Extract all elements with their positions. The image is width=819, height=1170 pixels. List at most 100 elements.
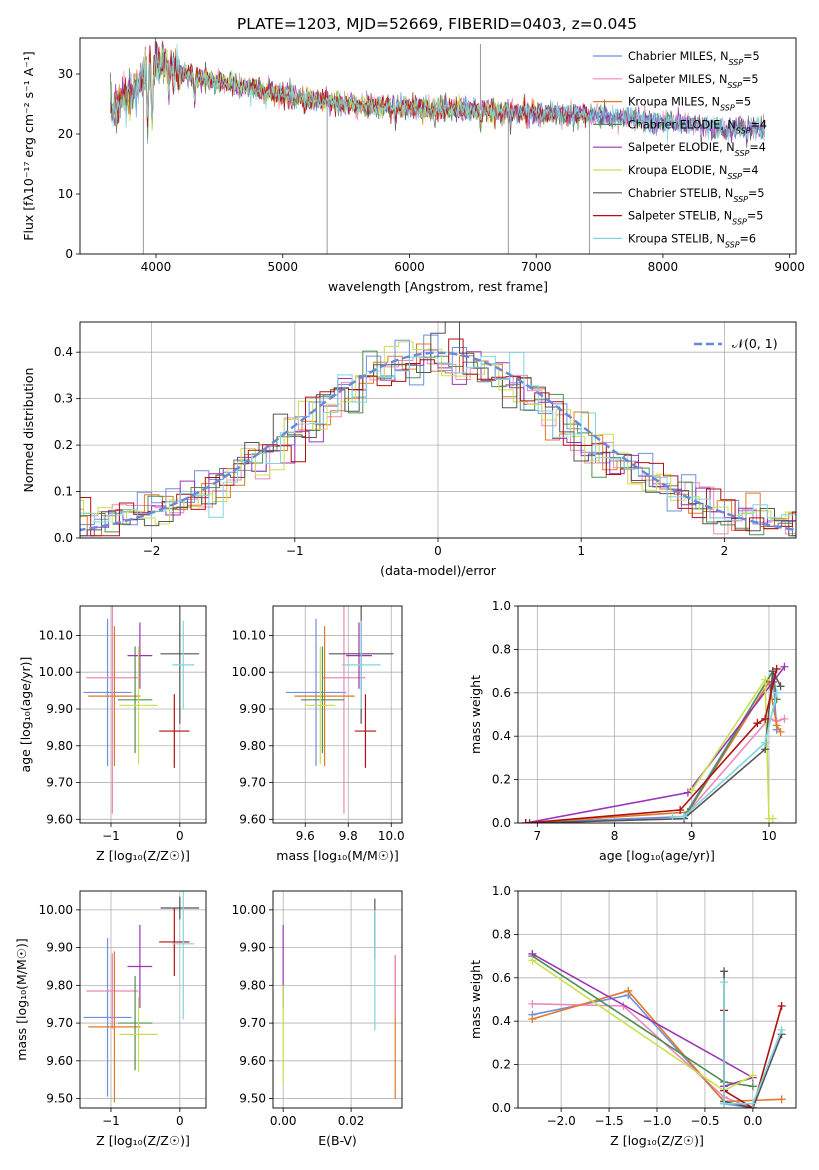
weight-marker-chabrier_stelib — [525, 819, 534, 823]
plot-age_vs_Z: −1 0 9.60 9.70 9.80 9.90 10.00 10.10 Z [log₁₀(Z/… — [18, 605, 207, 863]
axes-frame — [79, 37, 797, 255]
tick-label-x: −1.5 — [594, 1114, 623, 1128]
y-axis-label: Flux [fλ10⁻¹⁷ erg cm⁻² s⁻¹ A⁻¹] — [21, 51, 36, 240]
tick-label-y: 20 — [58, 127, 73, 141]
tick-label-y: 9.80 — [46, 739, 73, 753]
tick-label-y: 9.60 — [239, 812, 266, 826]
weight-marker-salpeter_miles — [780, 714, 789, 723]
weight-marker-chabrier_stelib — [720, 967, 729, 976]
tick-label-x: 10.0 — [378, 829, 405, 843]
weight-marker-kroupa_miles — [777, 1095, 786, 1104]
weight-marker-salpeter_miles — [528, 999, 537, 1008]
tick-label-y: 10.00 — [232, 665, 266, 679]
tick-label-y: 0.0 — [492, 816, 511, 830]
tick-label-y: 0.0 — [54, 531, 73, 545]
tick-label-y: 0.8 — [492, 927, 511, 941]
axes-frame — [79, 890, 207, 1109]
tick-label-y: 9.80 — [239, 978, 266, 992]
weight-marker-salpeter_stelib — [521, 819, 530, 823]
tick-label-y: 9.80 — [239, 739, 266, 753]
tick-label-x: 5000 — [267, 260, 298, 274]
tick-label-x: 0 — [176, 1114, 184, 1128]
tick-label-y: 0.0 — [492, 1101, 511, 1115]
tick-label-y: 9.70 — [239, 1016, 266, 1030]
weight-marker-kroupa_stelib — [748, 1099, 757, 1108]
legend-label-kroupa_miles: Kroupa MILES, NSSP=5 — [628, 96, 751, 113]
x-axis-label: E(B-V) — [318, 1133, 357, 1148]
tick-label-y: 10 — [58, 187, 73, 201]
y-axis-label: mass weight — [468, 675, 483, 754]
tick-label-y: 0.2 — [492, 773, 511, 787]
x-axis-label: age [log₁₀(age/yr)] — [599, 848, 715, 863]
y-axis-label: Normed distribution — [21, 368, 36, 493]
tick-label-x: 4000 — [141, 260, 172, 274]
tick-label-x: 9.6 — [296, 829, 315, 843]
tick-label-y: 9.90 — [46, 702, 73, 716]
axes-frame — [272, 890, 403, 1109]
plot-area — [282, 898, 396, 1099]
x-axis-label: Z [log₁₀(Z/Z☉)] — [96, 848, 190, 863]
plot-area — [528, 949, 786, 1108]
weight-marker-kroupa_stelib — [720, 978, 729, 987]
legend-label-chabrier_stelib: Chabrier STELIB, NSSP=5 — [628, 187, 765, 204]
tick-label-y: 0.6 — [492, 686, 511, 700]
y-axis-label: mass [log₁₀(M/M☉)] — [14, 938, 29, 1060]
weight-marker-kroupa_elodie — [748, 1071, 757, 1080]
weight-marker-salpeter_elodie — [780, 662, 789, 671]
tick-label-x: 9.8 — [339, 829, 358, 843]
tick-label-y: 30 — [58, 67, 73, 81]
plot-area — [521, 662, 789, 823]
weight-marker-kroupa_stelib — [680, 812, 689, 821]
tick-label-x: 0 — [176, 829, 184, 843]
weight-line-kroupa_stelib — [723, 982, 783, 1105]
tick-label-x: −1 — [102, 1114, 120, 1128]
plot-weight_vs_Z: −2.0 −1.5 −1.0 −0.5 0.0 0.0 0.2 0.4 0.6 0.8 1.0 Z [… — [468, 884, 797, 1148]
tick-label-x: −0.5 — [690, 1114, 719, 1128]
weight-marker-kroupa_miles — [772, 721, 781, 730]
tick-label-y: 0.3 — [54, 392, 73, 406]
tick-label-x: 8 — [611, 829, 619, 843]
histogram-chabrier_stelib — [80, 322, 796, 537]
tick-label-x: −1 — [102, 829, 120, 843]
weight-marker-salpeter_stelib — [761, 714, 770, 723]
tick-label-y: 0.2 — [492, 1058, 511, 1072]
weight-marker-salpeter_stelib — [676, 805, 685, 814]
normal-curve — [80, 351, 796, 532]
plot-area — [285, 606, 394, 814]
plot-age_vs_mass: 9.6 9.8 10.0 9.60 9.70 9.80 9.90 10.00 10.10 mass… — [232, 605, 405, 863]
histogram-salpeter_stelib — [80, 338, 796, 537]
plot-area — [110, 38, 765, 254]
tick-label-y: 0.4 — [492, 729, 511, 743]
x-axis-label: (data-model)/error — [380, 563, 497, 578]
tick-label-y: 10.00 — [39, 665, 73, 679]
tick-label-x: 0.0 — [743, 1114, 762, 1128]
axes-frame — [517, 605, 797, 824]
axes-frame — [79, 605, 207, 824]
weight-marker-salpeter_stelib — [772, 664, 781, 673]
tick-label-x: 0.00 — [270, 1114, 297, 1128]
weight-marker-kroupa_elodie — [687, 786, 696, 795]
weight-marker-kroupa_elodie — [768, 814, 777, 823]
tick-label-y: 9.90 — [239, 702, 266, 716]
tick-label-y: 10.10 — [39, 628, 73, 642]
tick-label-x: 9 — [688, 829, 696, 843]
weight-marker-kroupa_miles — [528, 1015, 537, 1024]
plot-weight_vs_age: 7 8 9 10 0.0 0.2 0.4 0.6 0.8 1.0 age [log₁₀(age/yr… — [468, 599, 797, 863]
x-axis-label: mass [log₁₀(M/M☉)] — [276, 848, 398, 863]
legend-label-salpeter_miles: Salpeter MILES, NSSP=5 — [628, 73, 759, 90]
plot-area — [83, 606, 200, 814]
legend-label-kroupa_stelib: Kroupa STELIB, NSSP=6 — [628, 232, 756, 249]
tick-label-y: 9.60 — [46, 812, 73, 826]
legend-label-salpeter_elodie: Salpeter ELODIE, NSSP=4 — [628, 141, 766, 158]
tick-label-x: 7000 — [521, 260, 552, 274]
tick-label-x: 6000 — [394, 260, 425, 274]
tick-label-y: 9.50 — [239, 1092, 266, 1106]
tick-label-y: 9.70 — [46, 776, 73, 790]
weight-line-salpeter_elodie — [525, 666, 786, 823]
weight-marker-kroupa_stelib — [720, 1099, 729, 1108]
tick-label-y: 9.90 — [46, 941, 73, 955]
figure-title: PLATE=1203, MJD=52669, FIBERID=0403, z=0… — [237, 15, 637, 33]
tick-label-y: 9.90 — [239, 941, 266, 955]
tick-label-x: 0.02 — [338, 1114, 365, 1128]
plot-mass_vs_Z: −1 0 9.50 9.60 9.70 9.80 9.90 10.00 Z [log₁₀(Z/Z… — [14, 890, 207, 1148]
